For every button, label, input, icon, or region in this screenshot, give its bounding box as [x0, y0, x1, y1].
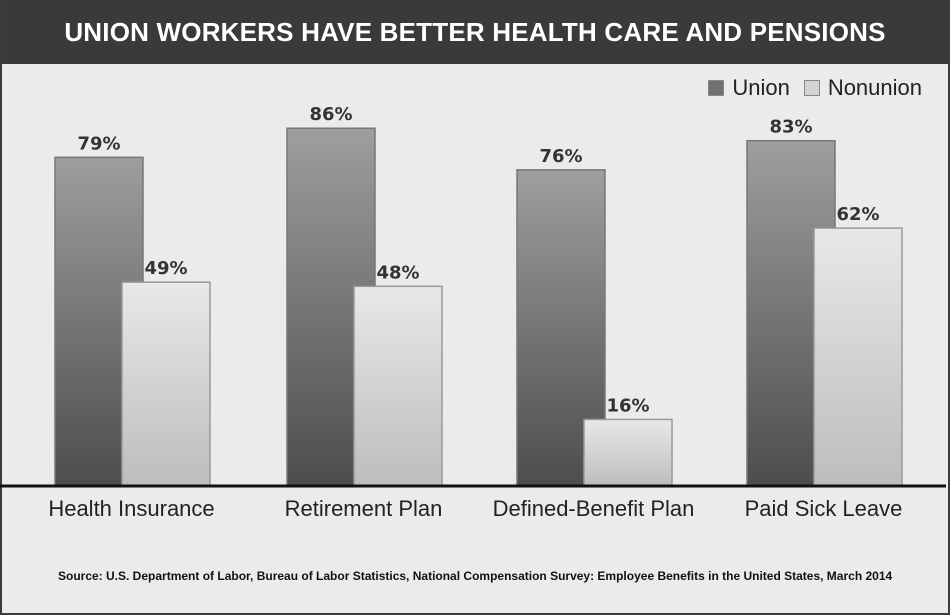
value-label-union-0: 79% [77, 133, 120, 154]
bar-nonunion-0 [121, 281, 211, 487]
value-label-union-1: 86% [309, 104, 352, 125]
bars-group [54, 127, 903, 487]
legend: Union Nonunion [708, 75, 922, 101]
category-label-0: Health Insurance [48, 496, 214, 521]
value-label-union-2: 76% [539, 146, 582, 167]
category-label-1: Retirement Plan [285, 496, 443, 521]
legend-item-union: Union [708, 75, 790, 101]
value-label-nonunion-2: 16% [606, 395, 649, 416]
value-label-union-3: 83% [769, 117, 812, 138]
chart-title: UNION WORKERS HAVE BETTER HEALTH CARE AN… [2, 0, 948, 64]
legend-label-union: Union [732, 75, 790, 100]
value-label-nonunion-3: 62% [836, 204, 879, 225]
legend-swatch-nonunion [803, 80, 820, 96]
labels-group: 79% 49% Health Insurance 86% 48% Retirement P… [48, 104, 902, 521]
category-label-3: Paid Sick Leave [745, 496, 903, 521]
source-note: Source: U.S. Department of Labor, Bureau… [58, 569, 893, 583]
legend-swatch-union [708, 80, 725, 96]
bar-nonunion-1 [353, 285, 443, 487]
bar-nonunion-2 [583, 418, 673, 487]
bar-nonunion-3 [813, 227, 903, 487]
value-label-nonunion-1: 48% [376, 262, 419, 283]
category-label-2: Defined-Benefit Plan [493, 496, 695, 521]
legend-item-nonunion: Nonunion [803, 75, 922, 101]
value-label-nonunion-0: 49% [144, 258, 187, 279]
legend-label-nonunion: Nonunion [827, 75, 922, 100]
